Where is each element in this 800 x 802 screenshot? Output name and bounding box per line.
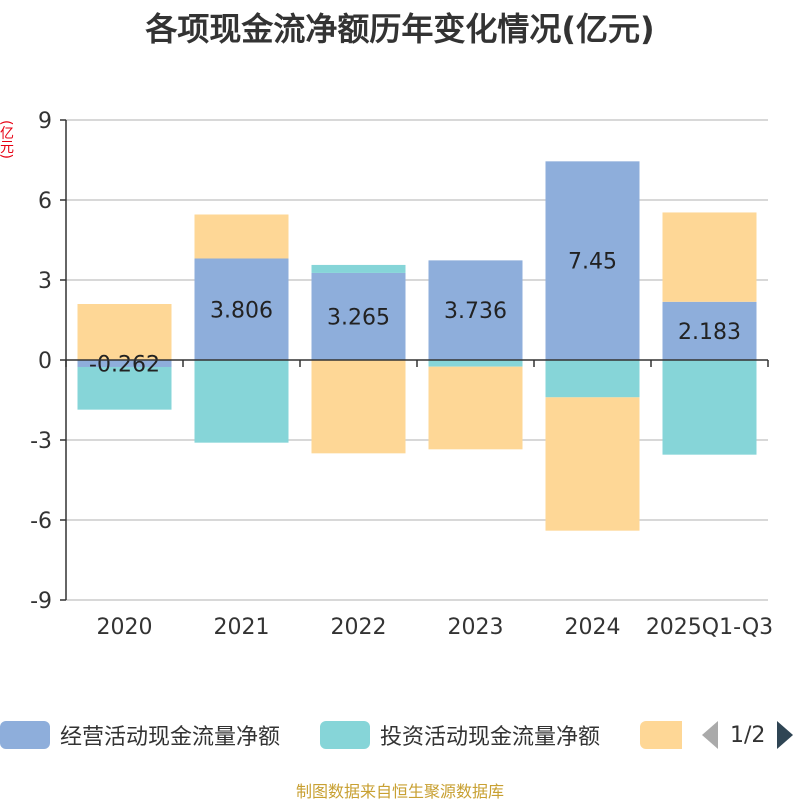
- bar-2020-series-0: [77, 360, 172, 367]
- x-tick-label: 2025Q1-Q3: [646, 615, 773, 640]
- axes: 9 6 3 0 -3 -6 -9 2020 2021 2022 2023 2024 2025Q1-Q3: [30, 109, 773, 640]
- legend-swatch-investing: [320, 721, 370, 749]
- data-label-2023: 3.736: [444, 299, 507, 324]
- bar-2025Q1-Q3-series-2: [662, 212, 757, 302]
- data-label-2020: -0.262: [89, 352, 160, 377]
- grid-lines: [66, 119, 768, 601]
- bars: [77, 161, 757, 531]
- data-label-2022: 3.265: [327, 305, 390, 330]
- data-label-2024: 7.45: [568, 250, 617, 275]
- data-label-2021: 3.806: [210, 298, 273, 323]
- y-tick-label: 0: [38, 349, 52, 374]
- bar-2021-series-2: [194, 214, 289, 259]
- legend: 经营活动现金流量净额 投资活动现金流量净额 1/2: [0, 716, 800, 756]
- bar-2024-series-0: [545, 161, 640, 360]
- bar-2024-series-1: [545, 360, 640, 398]
- bar-2022-series-1: [311, 264, 406, 273]
- y-tick-label: -6: [30, 509, 52, 534]
- x-tick-label: 2022: [331, 615, 387, 640]
- legend-item-financing[interactable]: [640, 720, 682, 750]
- legend-label-investing: 投资活动现金流量净额: [380, 725, 601, 750]
- bar-2022-series-2: [311, 360, 406, 454]
- y-tick-label: -9: [30, 589, 52, 614]
- bar-2020-series-2: [77, 304, 172, 360]
- bar-2020-series-1: [77, 366, 172, 410]
- x-tick-label: 2023: [448, 615, 504, 640]
- bar-2021-series-1: [194, 360, 289, 443]
- bar-2023-series-2: [428, 366, 523, 450]
- y-tick-label: 6: [38, 189, 52, 214]
- y-tick-label: 9: [38, 109, 52, 134]
- data-labels: -0.262 3.806 3.265 3.736 7.45 2.183: [89, 250, 741, 378]
- bar-2023-series-0: [428, 260, 523, 360]
- data-label-2025Q1-Q3: 2.183: [678, 320, 741, 345]
- bar-2025Q1-Q3-series-0: [662, 301, 757, 360]
- legend-item-operating[interactable]: 经营活动现金流量净额: [0, 720, 280, 750]
- bar-2025Q1-Q3-series-1: [662, 360, 757, 455]
- bar-2024-series-2: [545, 397, 640, 531]
- chart-title: 各项现金流净额历年变化情况(亿元): [145, 10, 655, 48]
- bar-2022-series-0: [311, 272, 406, 360]
- y-axis-unit: (亿元): [0, 120, 14, 159]
- y-tick-label: -3: [30, 429, 52, 454]
- legend-swatch-operating: [0, 721, 50, 749]
- legend-item-investing[interactable]: 投资活动现金流量净额: [320, 720, 600, 750]
- legend-pager: 1/2: [702, 720, 794, 750]
- x-tick-label: 2024: [565, 615, 621, 640]
- legend-next-arrow-icon[interactable]: [777, 721, 794, 749]
- legend-label-operating: 经营活动现金流量净额: [60, 725, 281, 750]
- bar-2021-series-0: [194, 258, 289, 360]
- data-source-note: 制图数据来自恒生聚源数据库: [295, 782, 504, 801]
- x-tick-label: 2021: [214, 615, 270, 640]
- y-tick-label: 3: [38, 269, 52, 294]
- legend-prev-arrow-icon[interactable]: [702, 721, 718, 749]
- legend-page-indicator: 1/2: [730, 722, 766, 748]
- bar-2023-series-1: [428, 360, 523, 367]
- legend-swatch-financing: [640, 721, 682, 749]
- x-tick-label: 2020: [97, 615, 153, 640]
